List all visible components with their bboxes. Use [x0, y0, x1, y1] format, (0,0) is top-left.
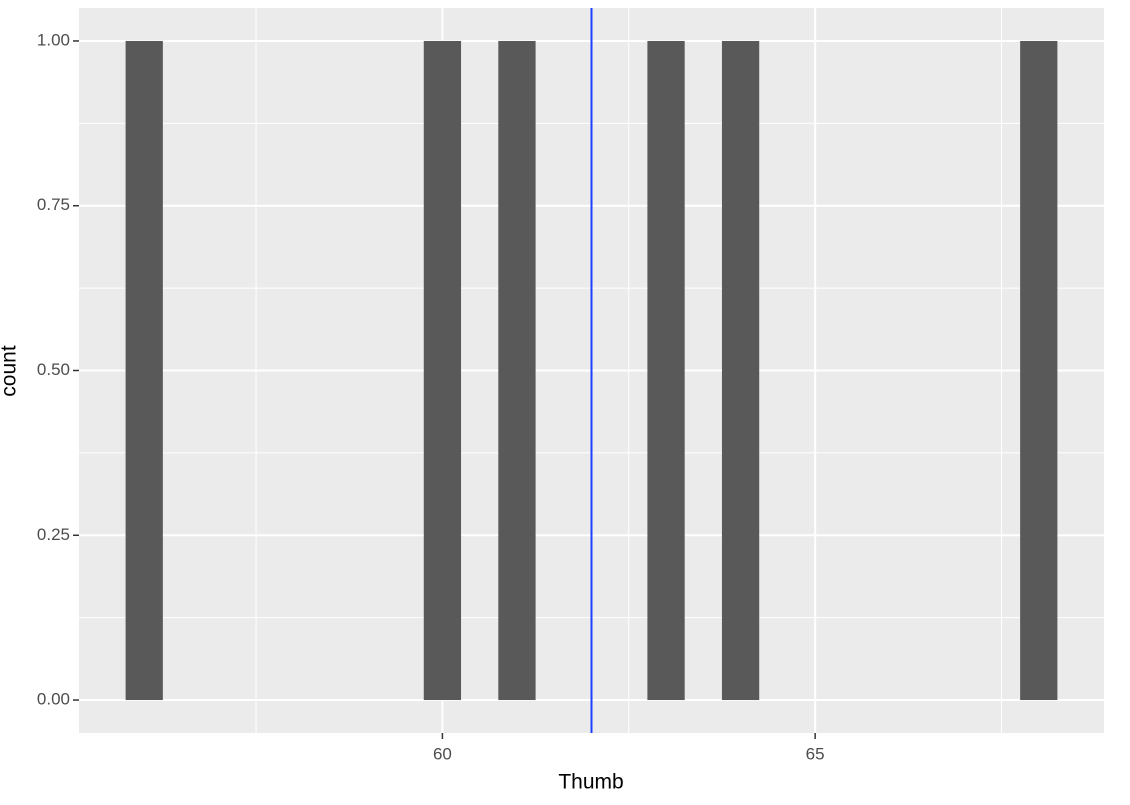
y-tick-label: 0.00 [37, 690, 70, 709]
y-tick-label: 0.50 [37, 360, 70, 379]
bar [423, 40, 462, 701]
y-tick-label: 0.25 [37, 525, 70, 544]
bar [498, 40, 536, 701]
x-tick-label: 65 [806, 744, 825, 763]
y-axis-title: count [0, 345, 21, 397]
bar [125, 40, 163, 701]
y-tick-label: 1.00 [37, 30, 70, 49]
bar [647, 40, 685, 701]
x-tick-label: 60 [433, 744, 452, 763]
bar [1020, 40, 1058, 701]
y-tick-label: 0.75 [37, 195, 70, 214]
bar [721, 40, 760, 701]
x-axis-title: Thumb [558, 771, 623, 794]
